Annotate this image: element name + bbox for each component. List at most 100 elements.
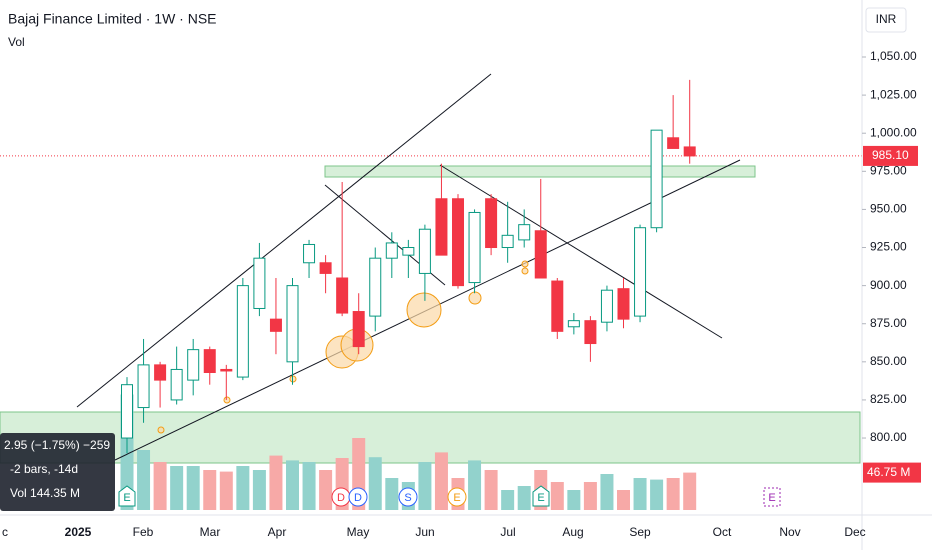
- volume-bar: [137, 450, 151, 510]
- volume-bar: [252, 470, 266, 510]
- candle-body: [452, 198, 464, 287]
- volume-label-bg: [863, 462, 921, 483]
- event-label: E: [537, 492, 544, 504]
- y-tick-label: 1,050.00: [870, 49, 917, 63]
- candle-body: [220, 368, 233, 372]
- candle-body: [584, 320, 597, 345]
- candle-body: [236, 285, 249, 378]
- volume-bar: [567, 490, 581, 510]
- x-tick-label: Oct: [713, 525, 732, 539]
- volume-bar: [286, 460, 299, 510]
- candle-body: [435, 198, 448, 256]
- candle-body: [203, 349, 216, 373]
- event-marker: [348, 487, 368, 507]
- candle-body: [402, 247, 415, 256]
- price-label-bg: [863, 145, 918, 166]
- event-marker: [763, 487, 781, 507]
- volume-bar: [302, 462, 316, 510]
- volume-bar: [501, 490, 515, 510]
- volume-bar: [666, 478, 680, 510]
- candle-body: [352, 311, 365, 348]
- volume-bar: [600, 474, 614, 510]
- volume-bar: [484, 470, 498, 510]
- trend-line: [76, 73, 492, 408]
- y-tick-label: 975.00: [870, 163, 907, 177]
- y-tick-label: 900.00: [870, 278, 907, 292]
- x-tick-label: c: [2, 525, 8, 539]
- volume-bar: [368, 457, 382, 510]
- candle-body: [253, 257, 266, 309]
- chart-title: Bajaj Finance Limited · 1W · NSE: [8, 11, 217, 27]
- y-tick-label: 850.00: [870, 354, 907, 368]
- tooltip-text: 2.95 (−1.75%) −259: [4, 438, 110, 452]
- volume-bar: [319, 470, 333, 510]
- candle-body: [269, 318, 282, 332]
- event-label: S: [404, 492, 411, 504]
- candle-body: [137, 364, 150, 409]
- y-tick-label: 1,000.00: [870, 125, 917, 139]
- volume-bar: [219, 471, 233, 510]
- candle-body: [385, 242, 398, 259]
- x-tick-label: May: [347, 525, 370, 539]
- x-tick-label: Apr: [268, 525, 287, 539]
- price-axis: 800.00 825.00 850.00 875.00 900.00 925.00 950.…: [862, 49, 917, 444]
- volume-bar: [650, 479, 664, 510]
- volume-bar: [683, 472, 697, 510]
- event-label: E: [453, 492, 460, 504]
- y-tick-label: 800.00: [870, 430, 907, 444]
- volume-bar: [269, 455, 283, 510]
- candle-body: [468, 211, 481, 284]
- candle-body: [650, 129, 663, 229]
- candle-body: [518, 224, 531, 241]
- currency-button[interactable]: [865, 7, 907, 33]
- circle: [157, 426, 165, 434]
- candle-body: [567, 320, 580, 328]
- x-tick-label: 2025: [65, 525, 92, 539]
- volume-bar: [550, 482, 564, 510]
- y-tick-label: 875.00: [870, 316, 907, 330]
- candle-body: [336, 277, 349, 314]
- candle-body: [600, 289, 613, 323]
- tooltip: [0, 433, 115, 511]
- x-tick-label: Sep: [629, 525, 651, 539]
- x-tick-label: Dec: [844, 525, 865, 539]
- volume-bar: [617, 490, 630, 510]
- candle-body: [369, 257, 382, 317]
- volume-bar: [434, 452, 448, 510]
- highlights: [157, 260, 529, 434]
- circle: [521, 267, 529, 275]
- volume-bar: [583, 482, 597, 510]
- candle-body: [303, 243, 316, 264]
- currency[interactable]: INR: [876, 12, 897, 26]
- indicator-label: Vol: [8, 35, 25, 49]
- event-label: D: [354, 492, 362, 504]
- volume-bar: [236, 466, 250, 510]
- circle: [406, 292, 442, 328]
- x-tick-label: Aug: [562, 525, 583, 539]
- volume-bar: [153, 462, 167, 510]
- circle: [468, 291, 482, 305]
- circle: [521, 260, 529, 268]
- y-tick-label: 950.00: [870, 202, 907, 216]
- volume-bar: [418, 462, 432, 510]
- time-axis: [0, 515, 862, 550]
- candle-body: [418, 228, 431, 274]
- x-tick-label: Feb: [133, 525, 154, 539]
- price-label: 985.10: [872, 148, 909, 162]
- candle-body: [187, 349, 200, 381]
- candle-body: [501, 234, 514, 249]
- event-marker: [532, 485, 550, 507]
- volume-bar: [633, 478, 647, 510]
- candle-body: [683, 146, 696, 157]
- x-tick-label: Nov: [779, 525, 800, 539]
- volume-bar: [385, 478, 399, 510]
- volume-bar: [468, 460, 482, 510]
- candle-body: [121, 384, 133, 439]
- candle-body: [551, 280, 564, 332]
- event-label: E: [123, 492, 130, 504]
- volume-label: 46.75 M: [867, 465, 910, 479]
- x-tick-label: Jun: [415, 525, 434, 539]
- candle-body: [286, 285, 299, 363]
- candle-body: [170, 368, 183, 401]
- volume-bar: [517, 486, 531, 510]
